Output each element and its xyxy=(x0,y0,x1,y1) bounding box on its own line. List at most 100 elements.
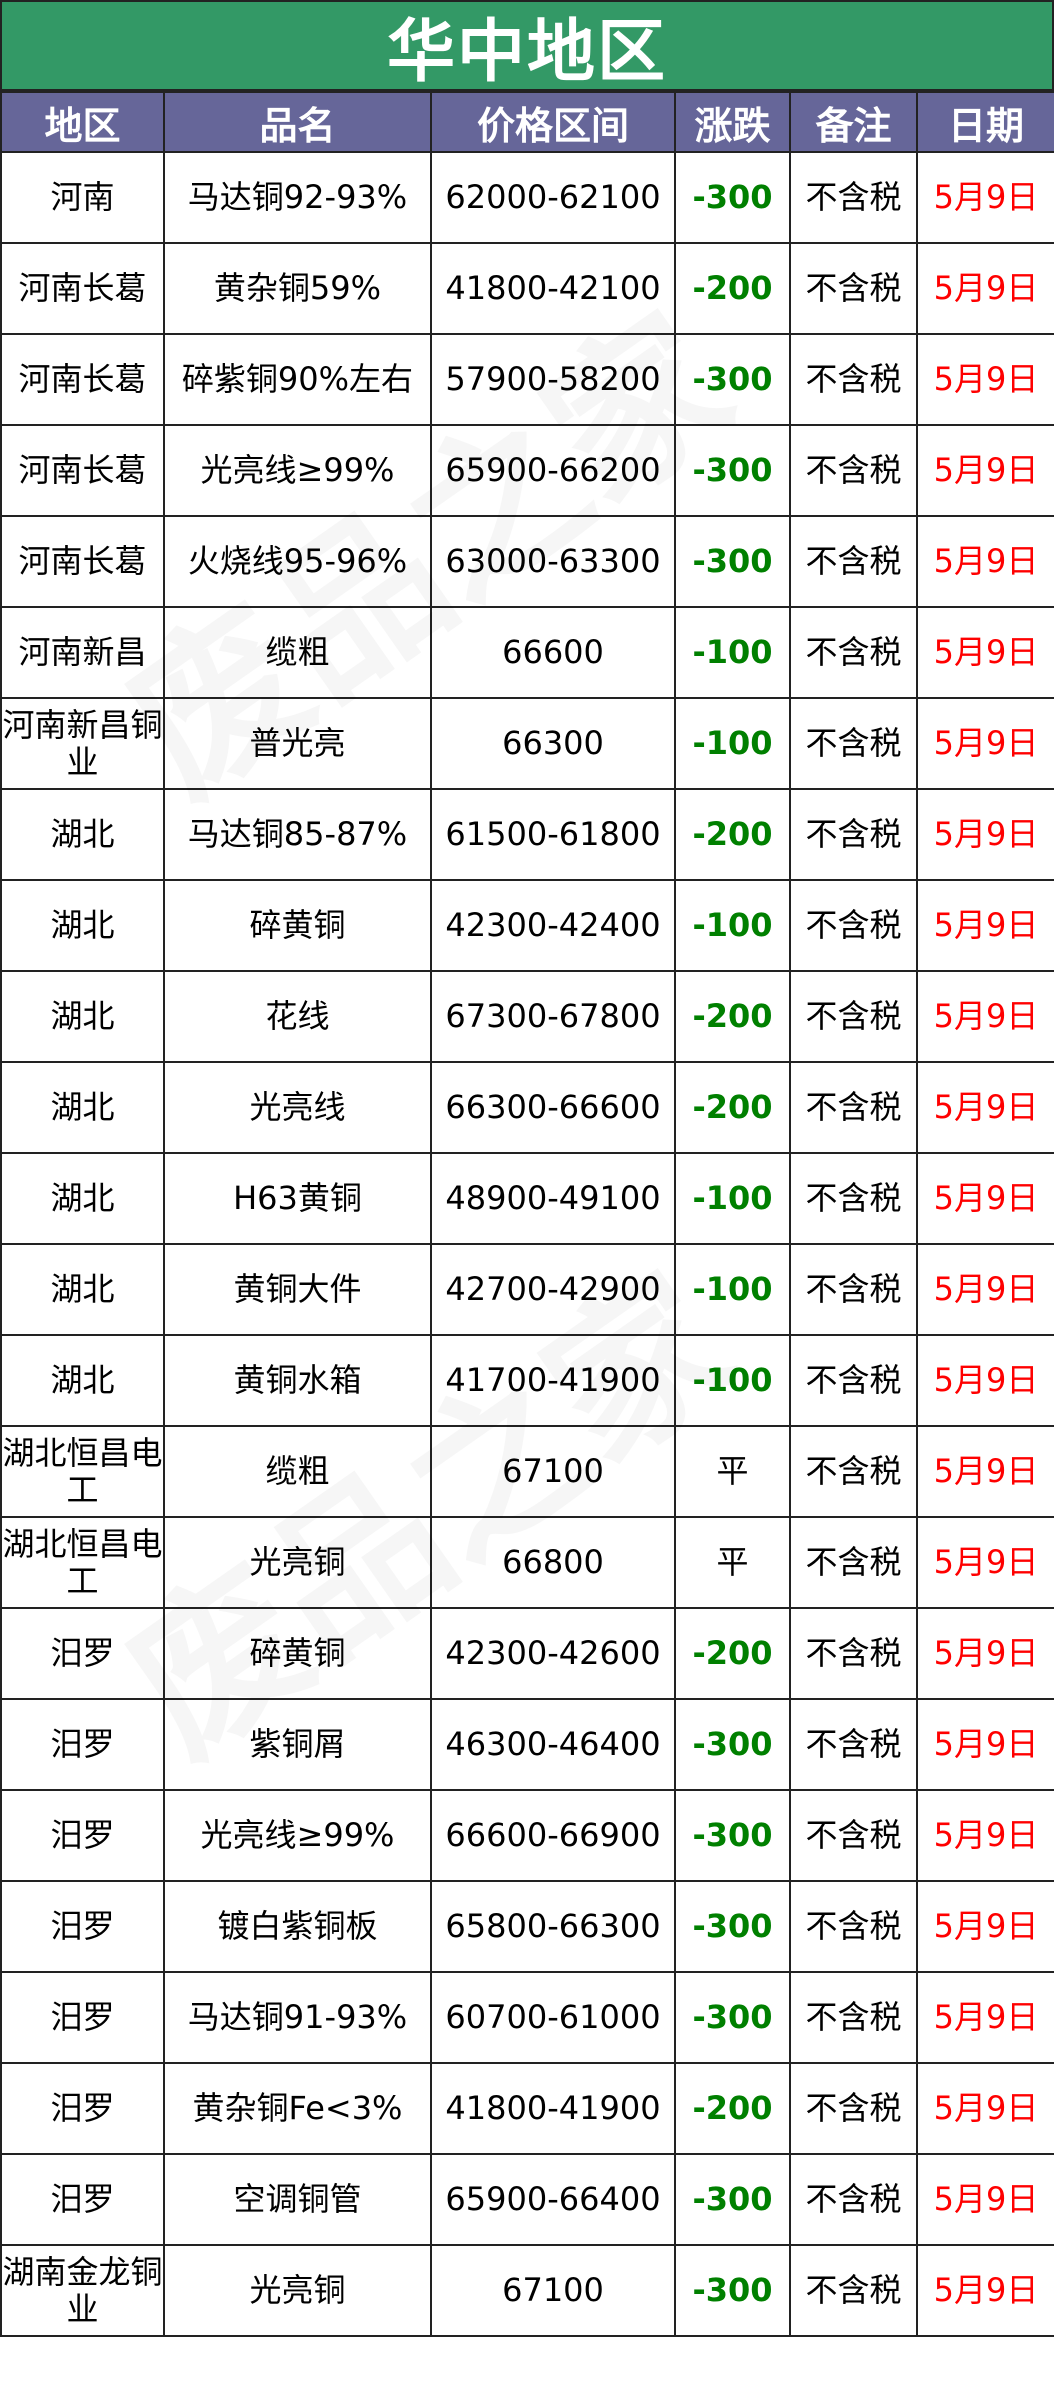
cell-date: 5月9日 xyxy=(916,1789,1054,1882)
cell-region: 汨罗 xyxy=(0,1607,165,1700)
cell-product: 缆粗 xyxy=(163,606,432,699)
cell-change: -200 xyxy=(674,2062,791,2155)
cell-date: 5月9日 xyxy=(916,1971,1054,2064)
cell-date: 5月9日 xyxy=(916,970,1054,1063)
cell-price-range: 66600-66900 xyxy=(430,1789,676,1882)
cell-product: 碎黄铜 xyxy=(163,1607,432,1700)
cell-price-range: 57900-58200 xyxy=(430,333,676,426)
cell-change: -300 xyxy=(674,1698,791,1791)
cell-change: -100 xyxy=(674,1334,791,1427)
table-row: 河南新昌 缆粗 66600 -100 不含税 5月9日 xyxy=(0,606,1054,699)
cell-price-range: 41800-42100 xyxy=(430,242,676,335)
cell-date: 5月9日 xyxy=(916,1334,1054,1427)
table-row: 河南新昌铜业 普光亮 66300 -100 不含税 5月9日 xyxy=(0,697,1054,790)
cell-change: -300 xyxy=(674,1971,791,2064)
cell-price-range: 66600 xyxy=(430,606,676,699)
cell-region: 湖北恒昌电工 xyxy=(0,1425,165,1518)
cell-note: 不含税 xyxy=(789,333,918,426)
header-change: 涨跌 xyxy=(674,91,791,153)
cell-change: -300 xyxy=(674,333,791,426)
cell-price-range: 42300-42600 xyxy=(430,1607,676,1700)
cell-date: 5月9日 xyxy=(916,606,1054,699)
cell-price-range: 67300-67800 xyxy=(430,970,676,1063)
cell-change: -100 xyxy=(674,1152,791,1245)
cell-note: 不含税 xyxy=(789,1789,918,1882)
table-row: 湖北恒昌电工 缆粗 67100 平不含税 5月9日 xyxy=(0,1425,1054,1518)
cell-date: 5月9日 xyxy=(916,151,1054,244)
cell-price-range: 67100 xyxy=(430,2244,676,2337)
cell-date: 5月9日 xyxy=(916,1061,1054,1154)
cell-change: -300 xyxy=(674,2244,791,2337)
cell-region: 湖北 xyxy=(0,788,165,881)
cell-note: 不含税 xyxy=(789,697,918,790)
table-row: 汨罗 紫铜屑 46300-46400 -300 不含税 5月9日 xyxy=(0,1698,1054,1791)
cell-product: 黄铜大件 xyxy=(163,1243,432,1336)
cell-note: 不含税 xyxy=(789,1607,918,1700)
cell-change: -200 xyxy=(674,242,791,335)
cell-note: 不含税 xyxy=(789,515,918,608)
cell-date: 5月9日 xyxy=(916,1516,1054,1609)
cell-date: 5月9日 xyxy=(916,1880,1054,1973)
cell-note: 不含税 xyxy=(789,1152,918,1245)
cell-product: 缆粗 xyxy=(163,1425,432,1518)
price-table: 地区 品名 价格区间 涨跌 备注 日期 河南 马达铜92-93% 62000-62100 -30… xyxy=(0,91,1054,2337)
cell-product: 紫铜屑 xyxy=(163,1698,432,1791)
cell-note: 不含税 xyxy=(789,879,918,972)
cell-note: 不含税 xyxy=(789,1698,918,1791)
cell-change: -300 xyxy=(674,151,791,244)
cell-product: 马达铜92-93% xyxy=(163,151,432,244)
cell-price-range: 66300 xyxy=(430,697,676,790)
cell-region: 河南 xyxy=(0,151,165,244)
cell-change: -200 xyxy=(674,1061,791,1154)
cell-change: -300 xyxy=(674,424,791,517)
cell-region: 汨罗 xyxy=(0,1789,165,1882)
cell-region: 汨罗 xyxy=(0,2062,165,2155)
cell-price-range: 67100 xyxy=(430,1425,676,1518)
cell-product: 马达铜91-93% xyxy=(163,1971,432,2064)
table-row: 湖北 H63黄铜 48900-49100 -100 不含税 5月9日 xyxy=(0,1152,1054,1245)
cell-region: 河南新昌 xyxy=(0,606,165,699)
cell-price-range: 42700-42900 xyxy=(430,1243,676,1336)
cell-product: 碎紫铜90%左右 xyxy=(163,333,432,426)
table-row: 湖北 马达铜85-87% 61500-61800 -200 不含税 5月9日 xyxy=(0,788,1054,881)
cell-note: 不含税 xyxy=(789,1243,918,1336)
cell-date: 5月9日 xyxy=(916,788,1054,881)
cell-date: 5月9日 xyxy=(916,2062,1054,2155)
table-row: 湖北恒昌电工 光亮铜 66800 平不含税 5月9日 xyxy=(0,1516,1054,1609)
cell-product: 光亮铜 xyxy=(163,1516,432,1609)
cell-note: 不含税 xyxy=(789,2062,918,2155)
cell-date: 5月9日 xyxy=(916,242,1054,335)
cell-product: H63黄铜 xyxy=(163,1152,432,1245)
cell-date: 5月9日 xyxy=(916,697,1054,790)
table-row: 湖北 花线 67300-67800 -200 不含税 5月9日 xyxy=(0,970,1054,1063)
table-row: 汨罗 马达铜91-93% 60700-61000 -300 不含税 5月9日 xyxy=(0,1971,1054,2064)
cell-price-range: 41800-41900 xyxy=(430,2062,676,2155)
header-region: 地区 xyxy=(0,91,165,153)
cell-region: 汨罗 xyxy=(0,1698,165,1791)
header-date: 日期 xyxy=(916,91,1054,153)
cell-change: -200 xyxy=(674,970,791,1063)
table-row: 河南长葛 碎紫铜90%左右 57900-58200 -300 不含税 5月9日 xyxy=(0,333,1054,426)
cell-change: -100 xyxy=(674,1243,791,1336)
cell-note: 不含税 xyxy=(789,1971,918,2064)
cell-product: 碎黄铜 xyxy=(163,879,432,972)
header-product: 品名 xyxy=(163,91,432,153)
cell-region: 河南长葛 xyxy=(0,424,165,517)
cell-note: 不含税 xyxy=(789,242,918,335)
cell-region: 湖南金龙铜业 xyxy=(0,2244,165,2337)
cell-region: 河南长葛 xyxy=(0,242,165,335)
cell-date: 5月9日 xyxy=(916,515,1054,608)
cell-region: 汨罗 xyxy=(0,2153,165,2246)
cell-region: 汨罗 xyxy=(0,1971,165,2064)
cell-note: 不含税 xyxy=(789,424,918,517)
cell-price-range: 65800-66300 xyxy=(430,1880,676,1973)
cell-note: 不含税 xyxy=(789,970,918,1063)
cell-region: 湖北 xyxy=(0,1334,165,1427)
cell-product: 光亮线≥99% xyxy=(163,1789,432,1882)
cell-region: 湖北 xyxy=(0,1243,165,1336)
cell-change: -100 xyxy=(674,697,791,790)
cell-product: 光亮线 xyxy=(163,1061,432,1154)
table-row: 湖南金龙铜业 光亮铜 67100 -300 不含税 5月9日 xyxy=(0,2244,1054,2337)
cell-note: 不含税 xyxy=(789,1425,918,1518)
cell-change: 平 xyxy=(674,1425,791,1518)
